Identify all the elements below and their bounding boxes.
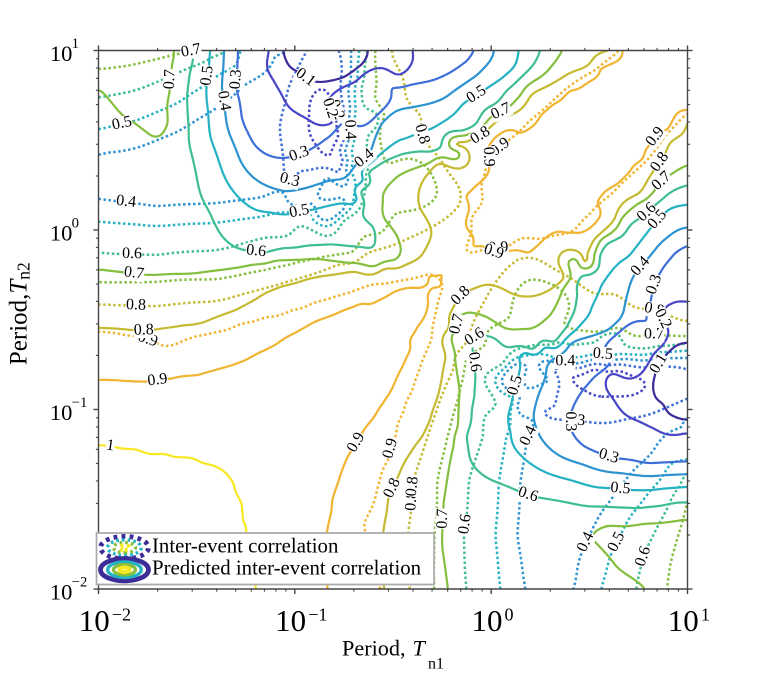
svg-text:0.6: 0.6 [455,513,475,535]
svg-text:0.6: 0.6 [122,245,142,262]
svg-text:0.5: 0.5 [288,201,311,222]
svg-text:Predicted inter-event correlat: Predicted inter-event correlation [152,556,422,580]
svg-text:0.3: 0.3 [597,445,621,467]
svg-text:0.7: 0.7 [488,99,513,123]
svg-text:0.8: 0.8 [126,296,146,314]
svg-text:0.9: 0.9 [480,146,498,167]
svg-text:10: 10 [50,580,73,605]
svg-text:0: 0 [504,605,513,625]
svg-text:0.3: 0.3 [643,272,666,296]
svg-text:0.5: 0.5 [610,479,631,498]
svg-text:0.5: 0.5 [592,345,613,364]
svg-text:0.8: 0.8 [380,475,404,500]
svg-text:0.5: 0.5 [110,113,133,134]
svg-text:1: 1 [701,605,710,625]
svg-text:0.7: 0.7 [644,326,664,343]
svg-text:0.7: 0.7 [161,69,179,90]
svg-text:−1: −1 [308,605,327,625]
svg-text:0.6: 0.6 [465,351,484,373]
svg-text:0.4: 0.4 [574,529,598,554]
svg-text:T: T [413,635,427,660]
svg-text:−2: −2 [72,575,88,591]
svg-text:0.9: 0.9 [379,436,401,460]
svg-text:0.3: 0.3 [287,142,312,165]
svg-text:0: 0 [72,216,79,232]
svg-text:Inter-event correlation: Inter-event correlation [152,534,339,558]
svg-text:0.3: 0.3 [278,169,302,191]
svg-text:Period,: Period, [342,635,406,660]
svg-text:0.6: 0.6 [516,483,540,505]
svg-text:0.9: 0.9 [482,240,506,262]
svg-text:n1: n1 [428,656,444,673]
svg-text:0.5: 0.5 [504,373,526,397]
svg-text:0.6: 0.6 [245,241,267,260]
svg-text:10: 10 [275,603,306,638]
svg-text:0.6: 0.6 [632,544,654,568]
svg-text:0.7: 0.7 [180,40,203,60]
svg-text:0.4: 0.4 [516,423,540,448]
svg-text:0.9: 0.9 [147,370,169,389]
svg-text:0.5: 0.5 [197,65,217,87]
svg-text:0.7: 0.7 [434,509,452,529]
svg-text:P e r i o: P e r i o d , T n 2 [5,262,34,365]
svg-text:0.7: 0.7 [123,263,145,282]
svg-text:0.4: 0.4 [341,119,359,140]
svg-text:10: 10 [472,603,503,638]
svg-text:10: 10 [668,603,699,638]
svg-text:0.4: 0.4 [115,192,137,211]
svg-text:−2: −2 [112,605,131,625]
svg-text:10: 10 [50,221,73,246]
svg-text:1: 1 [72,36,79,52]
svg-text:−1: −1 [72,395,88,411]
svg-text:10: 10 [50,400,73,425]
svg-text:0.4: 0.4 [214,90,234,112]
svg-text:0.3: 0.3 [227,69,245,90]
svg-text:0.7: 0.7 [446,312,467,336]
svg-text:0.8: 0.8 [134,321,154,338]
svg-text:0.8: 0.8 [411,122,433,146]
svg-text:0.8: 0.8 [403,475,422,497]
svg-text:10: 10 [79,603,110,638]
svg-text:0.3: 0.3 [562,411,579,431]
svg-text:0.4: 0.4 [555,352,575,369]
svg-text:1: 1 [105,437,115,455]
svg-text:10: 10 [50,41,73,66]
svg-text:0.2: 0.2 [319,96,342,120]
